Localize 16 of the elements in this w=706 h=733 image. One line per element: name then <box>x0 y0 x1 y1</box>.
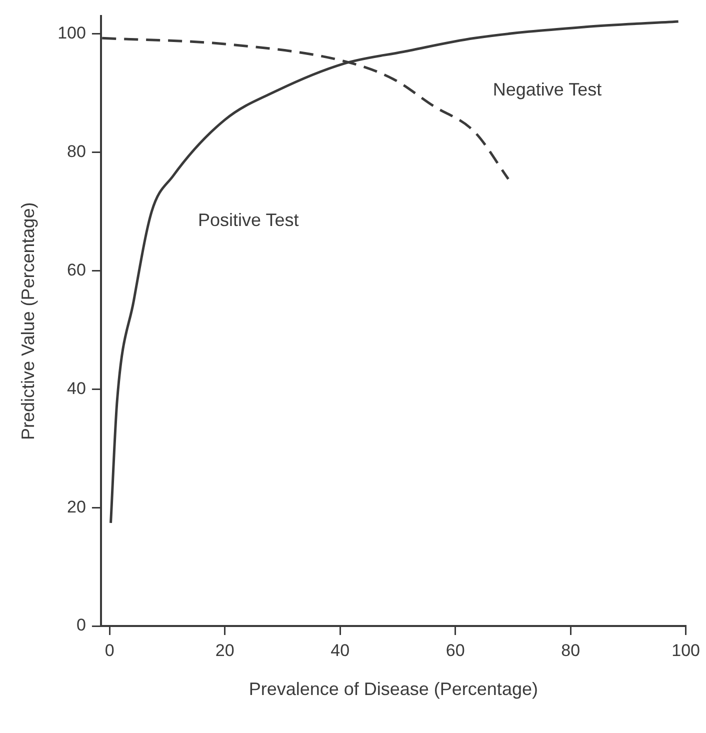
x-tick-label: 80 <box>561 640 580 660</box>
y-tick-label: 60 <box>67 260 86 280</box>
x-tick-label: 60 <box>446 640 465 660</box>
x-tick-label: 100 <box>672 640 700 660</box>
y-tick-label: 20 <box>67 497 86 516</box>
y-tick-label: 80 <box>67 142 86 162</box>
y-tick-label: 100 <box>58 24 86 43</box>
y-axis-title: Predictive Value (Percentage) <box>18 202 38 440</box>
y-tick-label: 0 <box>76 616 86 635</box>
text: Negative Test <box>492 80 602 100</box>
x-axis-title: Prevalence of Disease (Percentage) <box>248 679 538 700</box>
y-tick-label: 40 <box>67 378 86 398</box>
text: Positive Test <box>198 210 299 230</box>
x-tick-label: 40 <box>330 640 350 660</box>
x-tick-label: 20 <box>215 640 234 660</box>
x-tick-label: 0 <box>104 640 114 660</box>
